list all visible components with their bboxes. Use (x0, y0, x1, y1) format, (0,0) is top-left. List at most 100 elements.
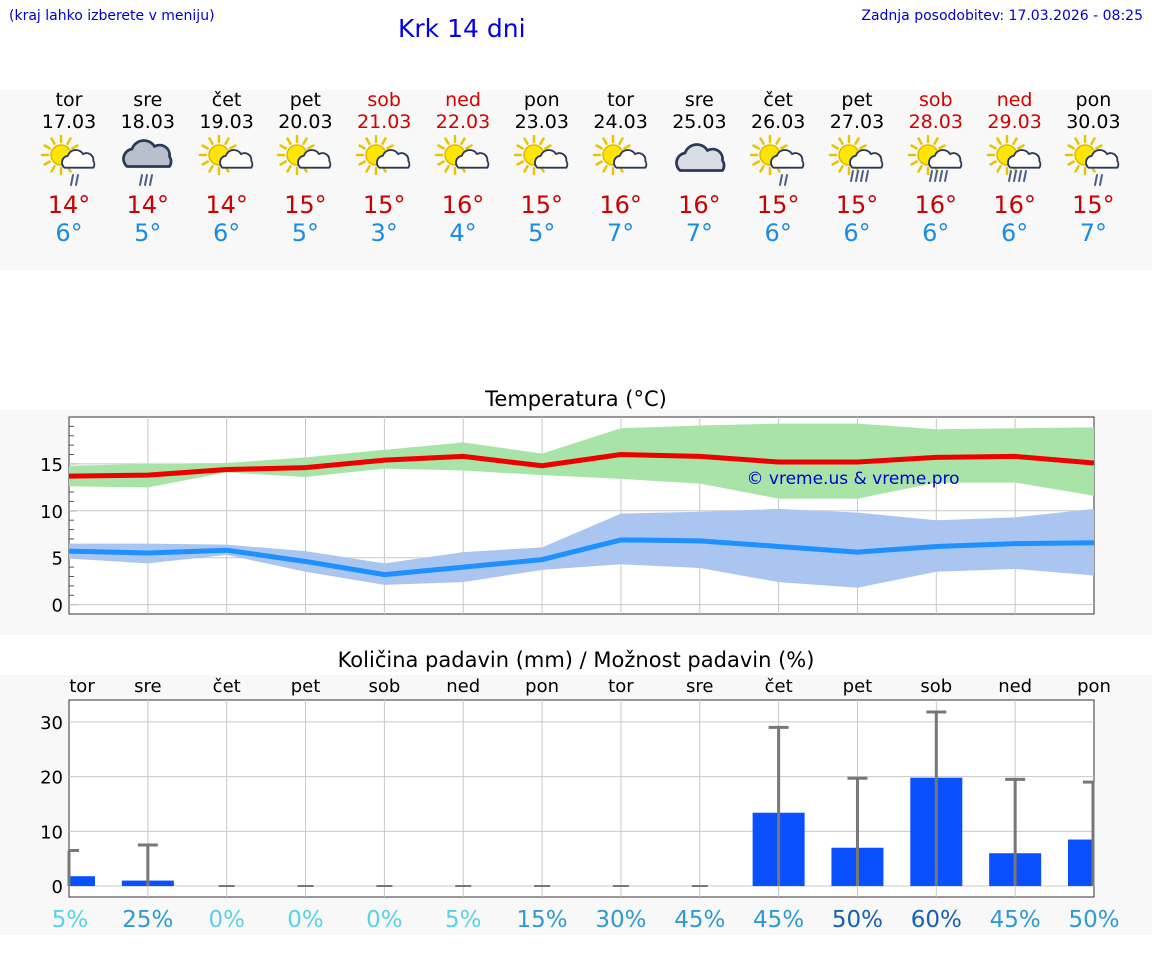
precipitation-x-category-label: pet (291, 676, 321, 697)
day-date: 19.03 (199, 111, 254, 133)
min-temperature: 6° (922, 219, 950, 247)
forecast-day: pet 20.03 15° 5° (266, 89, 344, 247)
min-temperature: 7° (1079, 219, 1108, 247)
cloud-icon (660, 135, 738, 191)
min-temperature: 5° (291, 219, 320, 247)
forecast-day: sre 25.03 16° 7° (660, 89, 738, 247)
precipitation-probability-label: 45% (674, 907, 725, 933)
precipitation-probability-label: 45% (753, 907, 804, 933)
max-temperature: 16° (914, 191, 958, 219)
day-of-week: ned (996, 89, 1033, 111)
max-temperature: 15° (756, 191, 800, 219)
forecast-day: pon 23.03 15° 5° (503, 89, 581, 247)
sun-cloud-icon (582, 135, 660, 191)
day-date: 23.03 (514, 111, 569, 133)
temperature-y-tick-label: 0 (52, 596, 63, 617)
temperature-y-tick-label: 10 (40, 502, 63, 523)
precipitation-x-category-label: sre (686, 676, 713, 697)
day-of-week: sre (684, 89, 714, 111)
max-temperature: 14° (205, 191, 248, 219)
max-temperature-line (68, 452, 1095, 479)
max-temperature: 14° (126, 191, 170, 219)
day-of-week: čet (763, 89, 793, 111)
precipitation-probability-label: 25% (122, 907, 173, 933)
max-temperature: 16° (599, 191, 642, 219)
forecast-day: ned 29.03 16° 6° (976, 89, 1054, 247)
day-of-week: tor (607, 89, 635, 111)
precipitation-x-category-label: čet (213, 676, 241, 697)
day-of-week: sob (367, 89, 401, 111)
precipitation-probability-label: 45% (990, 907, 1041, 933)
min-temperature: 5° (134, 219, 162, 247)
min-temperature: 4° (449, 219, 477, 247)
page-title: Krk 14 dni (398, 14, 526, 43)
precipitation-probability-label: 50% (832, 907, 883, 933)
temperature-y-tick-label: 15 (40, 455, 63, 476)
min-temperature: 6° (55, 219, 83, 247)
max-temperature: 16° (441, 191, 485, 219)
day-date: 17.03 (41, 111, 97, 133)
precipitation-x-category-label: tor (608, 676, 634, 697)
precipitation-x-category-label: tor (69, 676, 95, 697)
precipitation-x-category-label: sob (368, 676, 400, 697)
watermark: © vreme.us & vreme.pro (746, 469, 959, 489)
day-date: 18.03 (120, 111, 175, 133)
day-of-week: pet (289, 89, 321, 111)
sun-cloud-rain-icon (30, 135, 108, 191)
precipitation-chart-title: Količina padavin (mm) / Možnost padavin … (337, 648, 815, 672)
precipitation-probability-label: 50% (1068, 907, 1119, 933)
cloud-rain-icon (109, 135, 187, 191)
max-temperature: 15° (284, 191, 327, 219)
max-temperature: 15° (1072, 191, 1115, 219)
precipitation-probability-label: 0% (366, 907, 403, 933)
forecast-day: čet 19.03 14° 6° (188, 89, 266, 247)
precipitation-x-category-label: pon (1077, 676, 1111, 697)
day-date: 30.03 (1066, 111, 1121, 133)
day-of-week: ned (445, 89, 481, 111)
min-temperature: 6° (843, 219, 871, 247)
precipitation-x-category-label: ned (446, 676, 480, 697)
location-hint: (kraj lahko izberete v meniju) (9, 8, 215, 24)
day-date: 22.03 (435, 111, 491, 133)
day-of-week: pon (523, 89, 560, 111)
precipitation-y-tick-label: 20 (40, 768, 63, 789)
precipitation-x-category-label: pet (843, 676, 873, 697)
day-date: 29.03 (987, 111, 1042, 133)
precipitation-probability-label: 60% (911, 907, 962, 933)
sun-cloud-heavy-rain-icon (818, 135, 896, 191)
day-of-week: pet (841, 89, 873, 111)
min-temperature: 7° (606, 219, 635, 247)
sun-cloud-icon (345, 135, 423, 191)
precipitation-x-category-label: sob (920, 676, 952, 697)
min-temperature: 5° (528, 219, 556, 247)
forecast-day: ned 22.03 16° 4° (424, 89, 502, 247)
day-of-week: sob (919, 89, 953, 111)
forecast-day: sre 18.03 14° 5° (109, 89, 187, 247)
day-date: 26.03 (750, 111, 806, 133)
forecast-day: tor 24.03 16° 7° (582, 89, 660, 247)
sun-cloud-heavy-rain-icon (897, 135, 975, 191)
temperature-chart-title: Temperatura (°C) (485, 387, 667, 411)
min-temperature: 6° (764, 219, 792, 247)
forecast-day: tor 17.03 14° 6° (30, 89, 108, 247)
max-temperature: 15° (520, 191, 564, 219)
min-temperature-line (68, 537, 1095, 578)
precipitation-bar (69, 876, 95, 887)
sun-cloud-icon (503, 135, 581, 191)
forecast-band (0, 90, 1152, 270)
precipitation-x-category-label: ned (998, 676, 1032, 697)
precipitation-probability-label: 5% (445, 907, 482, 933)
day-of-week: sre (133, 89, 163, 111)
min-temperature: 6° (1000, 219, 1029, 247)
forecast-day: čet 26.03 15° 6° (739, 89, 817, 247)
precipitation-probability-label: 30% (595, 907, 646, 933)
day-date: 28.03 (908, 111, 963, 133)
max-temperature: 16° (993, 191, 1036, 219)
max-temperature: 15° (362, 191, 406, 219)
min-temperature: 3° (370, 219, 398, 247)
sun-cloud-icon (424, 135, 502, 191)
day-date: 24.03 (593, 111, 648, 133)
precipitation-y-tick-label: 10 (40, 822, 63, 843)
day-of-week: tor (55, 89, 83, 111)
